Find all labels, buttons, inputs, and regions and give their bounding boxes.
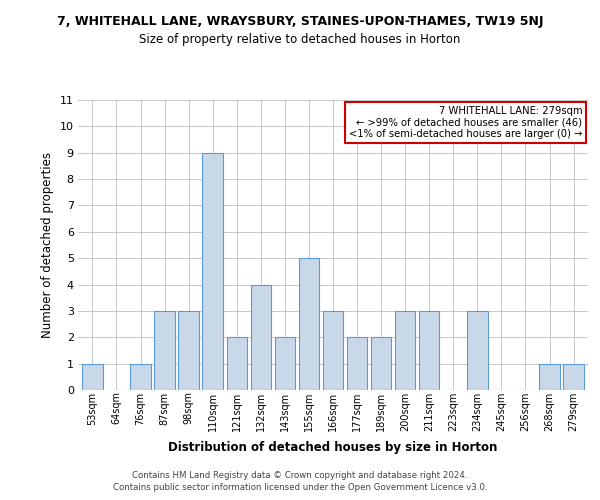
Bar <box>323 311 343 390</box>
Bar <box>178 311 199 390</box>
Y-axis label: Number of detached properties: Number of detached properties <box>41 152 54 338</box>
Bar <box>82 364 103 390</box>
Text: Size of property relative to detached houses in Horton: Size of property relative to detached ho… <box>139 32 461 46</box>
Bar <box>395 311 415 390</box>
Bar <box>202 152 223 390</box>
Text: 7, WHITEHALL LANE, WRAYSBURY, STAINES-UPON-THAMES, TW19 5NJ: 7, WHITEHALL LANE, WRAYSBURY, STAINES-UP… <box>57 15 543 28</box>
Bar <box>347 338 367 390</box>
Bar <box>275 338 295 390</box>
Bar <box>299 258 319 390</box>
Bar <box>251 284 271 390</box>
Bar <box>563 364 584 390</box>
Bar <box>539 364 560 390</box>
Bar <box>154 311 175 390</box>
Text: 7 WHITEHALL LANE: 279sqm
← >99% of detached houses are smaller (46)
<1% of semi-: 7 WHITEHALL LANE: 279sqm ← >99% of detac… <box>349 106 583 139</box>
Bar <box>467 311 488 390</box>
Bar <box>130 364 151 390</box>
Bar <box>227 338 247 390</box>
Text: Distribution of detached houses by size in Horton: Distribution of detached houses by size … <box>169 441 497 454</box>
Bar <box>371 338 391 390</box>
Text: Contains HM Land Registry data © Crown copyright and database right 2024.
Contai: Contains HM Land Registry data © Crown c… <box>113 471 487 492</box>
Bar <box>419 311 439 390</box>
